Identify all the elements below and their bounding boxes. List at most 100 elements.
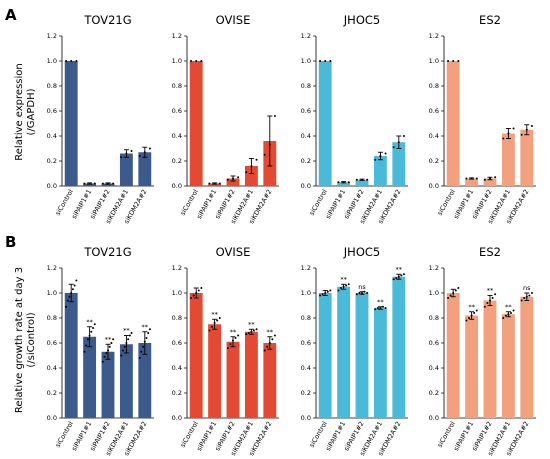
bar: [226, 341, 240, 418]
bar: [119, 344, 133, 418]
data-point: [197, 289, 200, 292]
bar: [138, 343, 152, 418]
y-tick-label: 0.8: [172, 314, 182, 322]
bar: [244, 166, 258, 186]
data-point: [324, 60, 327, 62]
data-point: [148, 328, 151, 331]
bar: [520, 296, 534, 418]
data-point: [395, 277, 398, 279]
data-point: [128, 334, 131, 337]
y-tick-label: 0.2: [172, 157, 182, 165]
y-tick-label: 0.4: [47, 132, 57, 140]
chart-b-jhoc5: JHOC50.00.20.40.60.81.01.2siControl**siP…: [301, 245, 408, 457]
ylabel-b: Relative growth rate at day 3 (/siContro…: [14, 267, 37, 413]
bar: [465, 315, 479, 418]
chart-b-es2: ES20.00.20.40.60.81.01.2siControl**siPAI…: [429, 245, 536, 457]
data-point: [530, 292, 533, 294]
data-point: [454, 289, 457, 292]
data-point: [374, 158, 377, 161]
data-point: [507, 132, 510, 135]
ylabel-a: Relative expression (/GAPDH): [14, 63, 37, 160]
data-point: [273, 115, 276, 117]
y-tick-label: 0.0: [301, 414, 311, 422]
data-point: [525, 128, 528, 131]
data-point: [530, 125, 533, 127]
data-point: [273, 334, 276, 337]
bar: [101, 351, 115, 418]
data-point: [326, 290, 329, 293]
data-point: [504, 314, 507, 317]
bar: [318, 293, 332, 418]
data-point: [125, 342, 128, 344]
significance-label: **: [487, 287, 494, 295]
data-point: [447, 60, 450, 62]
charts: TOV21G0.00.20.40.60.81.01.2siControlsiPA…: [47, 13, 536, 457]
data-point: [195, 292, 198, 294]
bar: [64, 61, 78, 186]
y-tick-label: 0.6: [301, 339, 311, 347]
chart-title: OVISE: [216, 245, 251, 259]
bar: [138, 152, 152, 186]
data-point: [92, 327, 95, 329]
data-point: [457, 287, 460, 289]
data-point: [379, 155, 382, 157]
panel-letter-a: A: [5, 6, 17, 24]
data-point: [130, 150, 133, 152]
y-tick-label: 0.6: [429, 107, 439, 115]
y-tick-label: 1.2: [429, 264, 439, 272]
data-point: [465, 177, 468, 180]
bar: [318, 61, 332, 186]
data-point: [452, 292, 455, 294]
data-point: [502, 317, 505, 319]
ylabel-b-line2: (/siControl): [26, 312, 37, 367]
significance-label: **: [230, 328, 237, 336]
bar: [337, 286, 351, 418]
data-point: [525, 295, 528, 298]
bar: [337, 182, 351, 186]
data-point: [266, 345, 269, 348]
y-tick-label: 1.2: [301, 32, 311, 40]
y-tick-label: 0.8: [301, 82, 311, 90]
data-point: [232, 177, 234, 180]
significance-label: **: [142, 323, 149, 331]
data-point: [218, 182, 221, 185]
bar: [263, 343, 277, 418]
data-point: [468, 317, 471, 319]
y-tick-label: 1.2: [47, 264, 57, 272]
data-point: [147, 332, 150, 334]
data-point: [112, 338, 115, 341]
data-point: [397, 141, 400, 144]
significance-label: ns: [358, 283, 366, 291]
y-tick-label: 0.2: [47, 389, 57, 397]
data-point: [123, 345, 126, 348]
data-point: [65, 305, 68, 308]
data-point: [138, 357, 141, 359]
data-point: [449, 294, 452, 297]
data-point: [486, 302, 489, 304]
data-point: [263, 349, 266, 352]
y-tick-label: 0.8: [47, 314, 57, 322]
y-tick-label: 0.8: [429, 314, 439, 322]
y-tick-label: 1.0: [172, 57, 182, 65]
data-point: [121, 349, 124, 352]
data-point: [512, 309, 515, 312]
ylabel-a-line1: Relative expression: [14, 63, 25, 160]
data-point: [361, 292, 363, 294]
data-point: [347, 181, 350, 184]
data-point: [85, 344, 88, 347]
data-point: [489, 177, 491, 180]
data-point: [208, 182, 211, 185]
y-tick-label: 0.4: [172, 132, 182, 140]
significance-label: **: [211, 310, 218, 318]
y-tick-label: 0.6: [47, 107, 57, 115]
data-point: [250, 165, 253, 167]
y-tick-label: 0.2: [172, 389, 182, 397]
chart-title: ES2: [479, 13, 501, 27]
y-tick-label: 1.0: [172, 289, 182, 297]
data-point: [457, 60, 460, 62]
ylabel-a-line2: (/GAPDH): [26, 88, 37, 135]
y-tick-label: 0.4: [301, 364, 311, 372]
y-tick-label: 0.4: [429, 364, 439, 372]
y-tick-label: 0.2: [429, 389, 439, 397]
data-point: [255, 158, 258, 161]
